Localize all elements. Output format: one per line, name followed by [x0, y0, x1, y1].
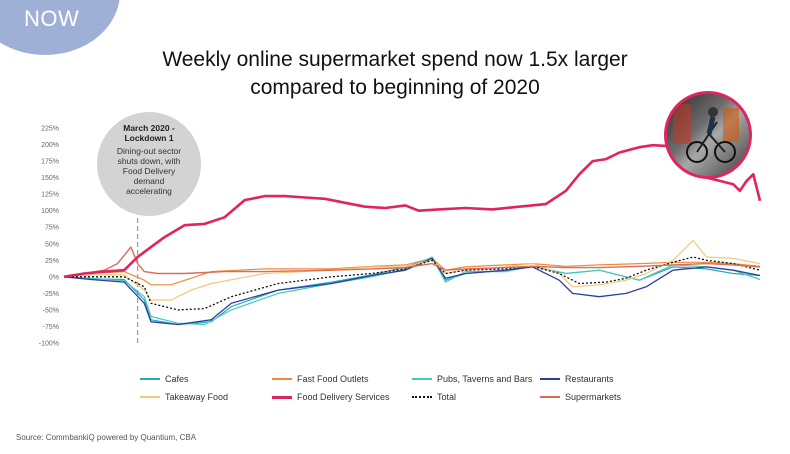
- y-tick-label: 125%: [41, 192, 59, 199]
- y-tick-label: 150%: [41, 175, 59, 182]
- legend-item: Total: [412, 392, 456, 402]
- y-tick-label: 175%: [41, 159, 59, 166]
- legend-item: Pubs, Taverns and Bars: [412, 374, 532, 384]
- legend-item: Supermarkets: [540, 392, 621, 402]
- legend-label: Takeaway Food: [165, 392, 228, 402]
- legend-item: Fast Food Outlets: [272, 374, 369, 384]
- callout-body: Dining-out sector shuts down, with Food …: [97, 146, 201, 196]
- y-tick-label: 0%: [49, 274, 59, 281]
- chart-legend: Cafes Fast Food Outlets Pubs, Taverns and …: [140, 374, 700, 410]
- legend-swatch: [272, 378, 292, 380]
- cyclist-photo: [664, 91, 752, 179]
- legend-label: Restaurants: [565, 374, 614, 384]
- legend-swatch: [412, 396, 432, 398]
- callout-title: March 2020 - Lockdown 1: [97, 123, 201, 143]
- legend-item: Restaurants: [540, 374, 614, 384]
- y-tick-label: -75%: [43, 324, 59, 331]
- legend-label: Fast Food Outlets: [297, 374, 369, 384]
- legend-label: Cafes: [165, 374, 189, 384]
- legend-label: Supermarkets: [565, 392, 621, 402]
- legend-swatch: [412, 378, 432, 380]
- y-tick-label: -100%: [39, 341, 59, 348]
- y-tick-label: 225%: [41, 126, 59, 133]
- y-tick-label: -50%: [43, 307, 59, 314]
- legend-swatch: [140, 396, 160, 398]
- legend-item: Food Delivery Services: [272, 392, 390, 402]
- y-tick-label: 200%: [41, 142, 59, 149]
- legend-swatch: [540, 378, 560, 380]
- legend-label: Food Delivery Services: [297, 392, 390, 402]
- legend-item: Cafes: [140, 374, 189, 384]
- series-line-takeaway-food: [64, 241, 760, 301]
- legend-label: Total: [437, 392, 456, 402]
- lockdown-callout: March 2020 - Lockdown 1 Dining-out secto…: [97, 112, 201, 216]
- legend-swatch: [272, 396, 292, 399]
- y-tick-label: 50%: [45, 241, 59, 248]
- legend-label: Pubs, Taverns and Bars: [437, 374, 532, 384]
- y-tick-label: 100%: [41, 208, 59, 215]
- y-tick-label: 75%: [45, 225, 59, 232]
- y-tick-label: 25%: [45, 258, 59, 265]
- legend-item: Takeaway Food: [140, 392, 228, 402]
- legend-swatch: [140, 378, 160, 380]
- legend-swatch: [540, 396, 560, 398]
- source-note: Source: CommbankiQ powered by Quantium, …: [16, 433, 196, 442]
- y-tick-label: -25%: [43, 291, 59, 298]
